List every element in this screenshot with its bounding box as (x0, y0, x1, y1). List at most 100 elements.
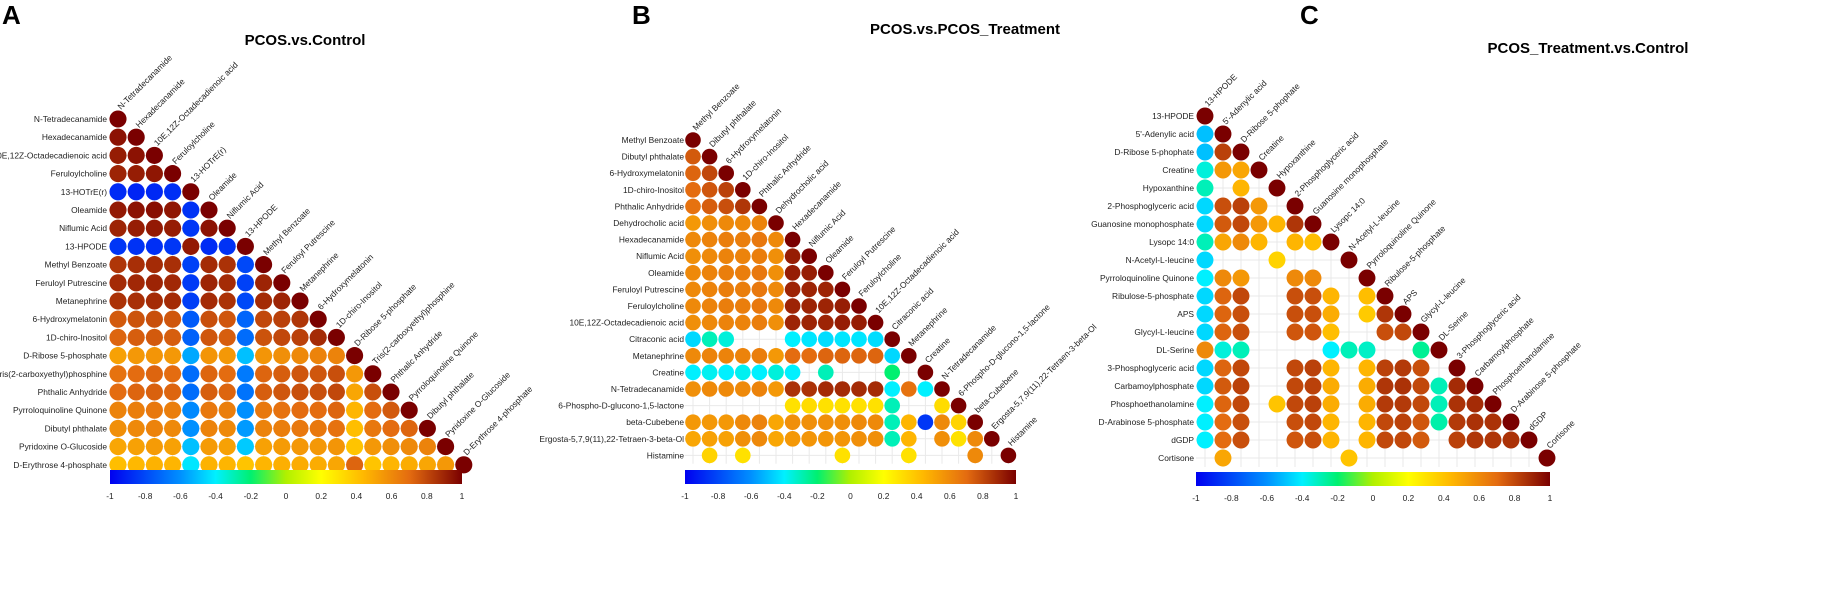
correlation-point: Ergosta-5,7,9(11),22-Tetraen-3-beta-Ol /… (884, 430, 901, 447)
correlation-point: Feruloyl Putrescine / Dehydrocholic acid… (768, 281, 784, 298)
colorbar-tick-label: -0.8 (1224, 493, 1239, 503)
correlation-point: 13-HPODE / N-Tetradecanamide: -0.85 (109, 237, 127, 255)
correlation-point: Niflumic Acid / Methyl Benzoate: 0.58 (685, 248, 701, 265)
correlation-point: 1D-chiro-Inositol / 6-Hydroxymelatonin: … (718, 181, 735, 198)
row-label: D-Erythrose 4-phosphate (13, 460, 107, 470)
correlation-point: dGDP / D-Arabinose 5-phosphate: 0.86 (1502, 431, 1520, 449)
correlation-point: Pyridoxine O-Glucoside / Oleamide: 0.54 (200, 438, 218, 456)
correlation-point: Pyrroloquinoline Quinone / Pyrroloquinol… (400, 401, 418, 419)
correlation-point: Dibutyl phthalate / Hexadecanamide: 0.6 (127, 419, 145, 437)
correlation-point: 6-Phospho-D-glucono-1,5-lactone / N-Tetr… (934, 397, 950, 414)
correlation-point: Carbamoylphosphate / D-Ribose 5-phophate… (1232, 377, 1250, 395)
correlation-point: 13-HOTrE(r) / 13-HOTrE(r): 1 (182, 183, 200, 201)
colorbar-tick-label: 0.8 (1509, 493, 1521, 503)
colorbar-tick-label: -0.6 (1260, 493, 1275, 503)
row-label: Hexadecanamide (619, 235, 685, 245)
correlation-point: 13-HPODE / 10E,12Z-Octadecadienoic acid:… (145, 237, 163, 255)
correlation-point: Niflumic Acid / Dehydrocholic acid: 0.58 (768, 248, 784, 265)
correlation-point: DL-Serine / N-Acetyl-L-leucine: -0.3 (1340, 341, 1358, 359)
row-label: Niflumic Acid (636, 251, 684, 261)
column-label: D-Erythrose 4-phosphate (461, 384, 534, 457)
row-label: Feruloylcholine (51, 169, 108, 179)
correlation-point: D-Ribose 5-phosphate / Feruloyl Putresci… (273, 347, 291, 365)
row-label: Citraconic acid (629, 334, 684, 344)
correlation-point: Ergosta-5,7,9(11),22-Tetraen-3-beta-Ol /… (718, 430, 735, 447)
correlation-point: Ergosta-5,7,9(11),22-Tetraen-3-beta-Ol /… (934, 430, 950, 447)
correlation-point: 5'-Adenylic acid / 13-HPODE: -0.5 (1196, 125, 1214, 143)
correlation-point: D-Ribose 5-phosphate / D-Ribose 5-phosph… (346, 347, 364, 365)
row-label: N-Tetradecanamide (611, 384, 684, 394)
correlation-point: Carbamoylphosphate / Glycyl-L-leucine: 0… (1412, 377, 1430, 395)
correlation-point: Lysopc 14:0 / Creatine: 0.45 (1250, 233, 1268, 251)
correlation-point: beta-Cubebene / Phthalic Anhydride: 0.62 (751, 414, 768, 431)
correlation-point: Phthalic Anhydride / Niflumic Acid: 0.72 (218, 383, 236, 401)
row-label: Oleamide (648, 268, 684, 278)
correlation-point: N-Tetradecanamide / Niflumic Acid: 0.86 (801, 381, 818, 397)
correlation-point: Tris(2-carboxyethyl)phosphine / 13-HOTrE… (182, 365, 200, 383)
correlation-point: Dibutyl phthalate / Tris(2-carboxyethyl)… (364, 419, 382, 437)
correlation-point: Feruloyl Putrescine / N-Tetradecanamide:… (109, 274, 127, 292)
column-label: N-Tetradecanamide (939, 322, 998, 381)
correlation-point: APS / 13-HPODE: -0.45 (1196, 305, 1214, 323)
correlation-point: 13-HPODE / 13-HOTrE(r): 0.93 (182, 237, 200, 255)
correlation-point: D-Erythrose 4-phosphate / N-Tetradecanam… (109, 456, 127, 474)
correlation-point: Dehydrocholic acid / 6-Hydroxymelatonin:… (718, 215, 735, 231)
row-label: Phthalic Anhydride (615, 201, 685, 211)
correlation-point: Creatine / Citraconic acid: -0.2 (884, 364, 901, 381)
correlation-point: 1D-chiro-Inositol / 6-Hydroxymelatonin: … (309, 328, 327, 346)
correlation-point: D-Arabinose 5-phosphate / Guanosine mono… (1304, 413, 1322, 431)
correlation-point: Feruloyl Putrescine / Niflumic Acid: 0.9 (801, 281, 818, 298)
correlation-point: Oleamide / Feruloylcholine: 0.94 (164, 201, 182, 219)
row-label: 6-Hydroxymelatonin (33, 314, 108, 324)
correlation-point: Guanosine monophosphate / Hypoxanthine: … (1268, 215, 1286, 233)
column-label: 13-HPODE (243, 202, 280, 239)
correlation-point: Pyridoxine O-Glucoside / 13-HPODE: -0.48 (236, 438, 254, 456)
correlation-point: Niflumic Acid / Dibutyl phthalate: 0.6 (701, 248, 718, 265)
colorbar-tick-label: 0.8 (421, 491, 433, 501)
correlation-point: Carbamoylphosphate / Ribulose-5-phosphat… (1376, 377, 1394, 395)
correlation-point: 3-Phosphoglyceric acid / Ribulose-5-phos… (1376, 359, 1394, 377)
correlation-point: Ergosta-5,7,9(11),22-Tetraen-3-beta-Ol /… (701, 430, 718, 447)
correlation-point: Ergosta-5,7,9(11),22-Tetraen-3-beta-Ol /… (784, 430, 801, 447)
correlation-point: 10E,12Z-Octadecadienoic acid / Dehydroch… (768, 314, 784, 331)
correlation-point: Guanosine monophosphate / Creatine: 0.55 (1250, 215, 1268, 233)
correlation-point: Feruloyl Putrescine / Oleamide: 0.9 (817, 281, 834, 298)
correlation-point: Dibutyl phthalate / 10E,12Z-Octadecadien… (145, 419, 163, 437)
column-label: Creatine (923, 335, 953, 365)
correlation-point: Methyl Benzoate / 13-HPODE: -0.8 (236, 256, 254, 274)
correlation-point: Oleamide / Phthalic Anhydride: 0.66 (751, 264, 768, 281)
correlation-point: Creatine / Oleamide: -0.3 (817, 364, 834, 381)
row-label: D-Ribose 5-phosphate (23, 351, 107, 361)
correlation-point: beta-Cubebene / Feruloylcholine: 0.6 (851, 414, 867, 431)
correlation-point: Dibutyl phthalate / 13-HPODE: -0.58 (236, 419, 254, 437)
correlation-point: DL-Serine / Lysopc 14:0: -0.4 (1322, 341, 1340, 359)
correlation-point: 10E,12Z-Octadecadienoic acid / 6-Hydroxy… (718, 314, 735, 331)
correlation-point: D-Erythrose 4-phosphate / Methyl Benzoat… (255, 456, 273, 474)
correlation-point: Phthalic Anhydride / Phthalic Anhydride:… (751, 198, 768, 215)
correlation-point: N-Tetradecanamide / N-Tetradecanamide: 1 (934, 381, 950, 397)
correlation-point: D-Arabinose 5-phosphate / Lysopc 14:0: 0… (1322, 413, 1340, 431)
colorbar-tick-label: -0.6 (173, 491, 188, 501)
correlation-point: Phthalic Anhydride / Metanephrine: 0.78 (291, 383, 309, 401)
correlation-point: APS / Guanosine monophosphate: 0.78 (1304, 305, 1322, 323)
correlation-point: Ergosta-5,7,9(11),22-Tetraen-3-beta-Ol /… (801, 430, 818, 447)
correlation-point: Phthalic Anhydride / Hexadecanamide: 0.7… (127, 383, 145, 401)
correlation-point: D-Arabinose 5-phosphate / 2-Phosphoglyce… (1286, 413, 1304, 431)
correlation-point: 6-Hydroxymelatonin / 6-Hydroxymelatonin:… (718, 165, 735, 182)
correlation-point: 10E,12Z-Octadecadienoic acid / Feruloylc… (851, 314, 867, 331)
correlation-point: Niflumic Acid / Feruloylcholine: 0.92 (164, 219, 182, 237)
correlation-point: Dibutyl phthalate / Metanephrine: 0.66 (291, 419, 309, 437)
correlation-point: Methyl Benzoate / Methyl Benzoate: 1 (255, 256, 273, 274)
colorbar-tick-label: 0.6 (1473, 493, 1485, 503)
correlation-point: N-Tetradecanamide / Oleamide: 0.88 (817, 381, 834, 397)
correlation-point: 3-Phosphoglyceric acid / 2-Phosphoglycer… (1286, 359, 1304, 377)
correlation-point: Metanephrine / N-Tetradecanamide: 0.86 (109, 292, 127, 310)
correlation-point: Carbamoylphosphate / APS: 0.86 (1394, 377, 1412, 395)
correlation-point: Feruloylcholine / Hexadecanamide: 0.92 (127, 165, 145, 183)
column-label: Pyridoxine O-Glucoside (443, 369, 513, 439)
correlation-point: 1D-chiro-Inositol / 1D-chiro-Inositol: 1 (734, 181, 751, 198)
colorbar-tick-label: 0.4 (1438, 493, 1450, 503)
correlation-point: Methyl Benzoate / Hexadecanamide: 0.87 (127, 256, 145, 274)
correlation-point: Creatine / Dehydrocholic acid: -0.35 (768, 364, 784, 381)
correlation-point: Pyridoxine O-Glucoside / Methyl Benzoate… (255, 438, 273, 456)
